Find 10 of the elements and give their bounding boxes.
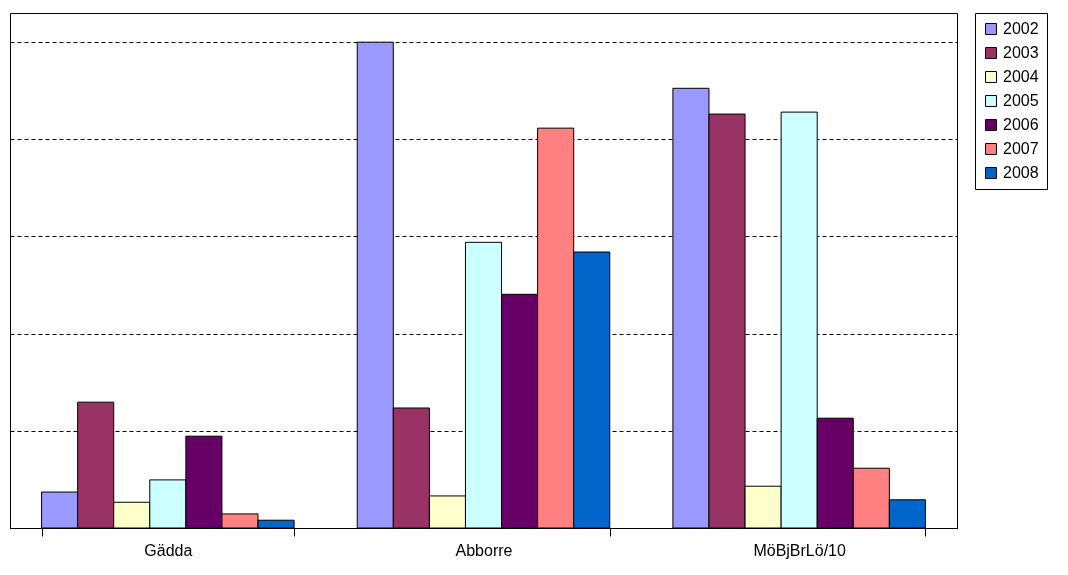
legend-label: 2008	[1003, 164, 1039, 181]
legend-label: 2003	[1003, 44, 1039, 61]
legend-label: 2007	[1003, 140, 1039, 157]
x-tick-label: Abborre	[455, 541, 513, 559]
legend-label: 2004	[1003, 68, 1039, 85]
legend-label: 2006	[1003, 116, 1039, 133]
legend-label: 2002	[1003, 20, 1039, 37]
x-tick-label: Gädda	[144, 541, 193, 559]
legend-label: 2005	[1003, 92, 1039, 109]
x-tick-label: MöBjBrLö/10	[753, 541, 847, 559]
